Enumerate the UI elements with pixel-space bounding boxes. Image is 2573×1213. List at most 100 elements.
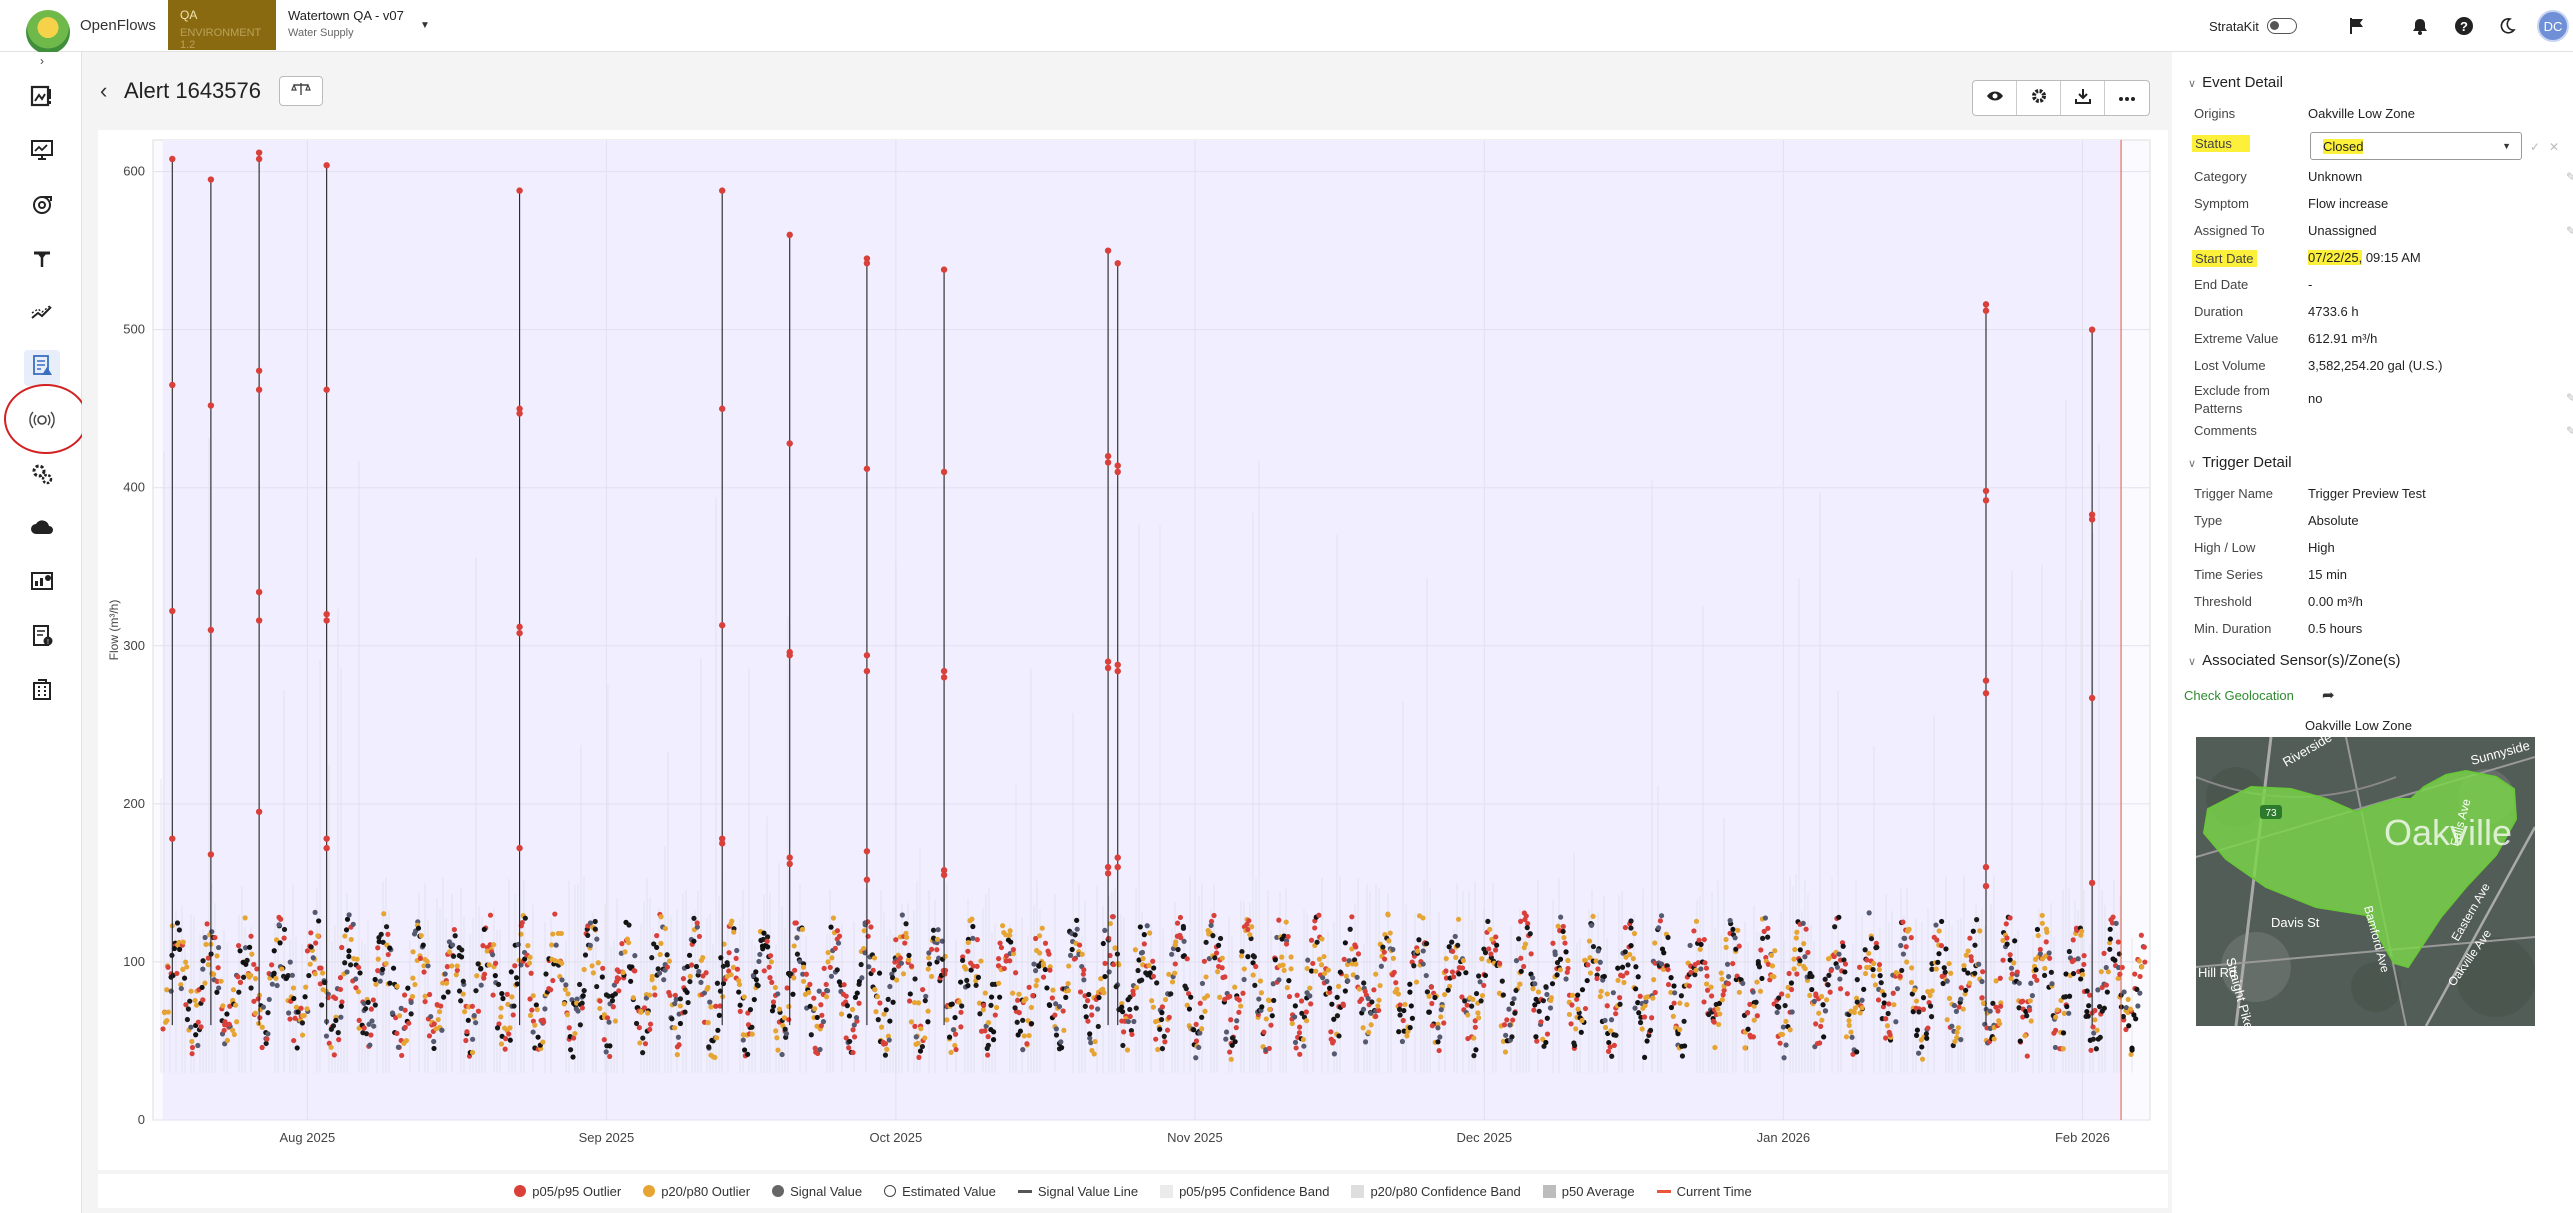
- signal-point: [1036, 933, 1043, 939]
- signal-point: [1881, 992, 1887, 998]
- dark-mode-icon[interactable]: [2495, 14, 2519, 38]
- legend-item[interactable]: Estimated Value: [884, 1184, 996, 1199]
- cancel-x-icon[interactable]: ✕: [2549, 140, 2560, 154]
- signal-point: [1340, 1001, 1346, 1007]
- balance-scale-button[interactable]: [279, 76, 323, 106]
- signal-point: [1925, 988, 1931, 995]
- signal-point: [970, 935, 976, 941]
- chart-settings-button[interactable]: [2017, 81, 2061, 115]
- expand-sidebar-icon[interactable]: ›: [40, 54, 44, 68]
- signal-point: [380, 966, 386, 973]
- signal-point: [779, 1051, 785, 1058]
- signal-point: [736, 977, 742, 984]
- signal-point: [887, 983, 893, 990]
- edit-pencil-icon[interactable]: ✎: [2566, 170, 2573, 184]
- signal-point: [808, 1032, 814, 1038]
- chart-toolbar: [1972, 80, 2150, 116]
- signal-point: [1129, 1031, 1135, 1038]
- sidebar-item-sensors[interactable]: [24, 404, 60, 440]
- user-avatar[interactable]: DC: [2537, 9, 2569, 43]
- download-button[interactable]: [2061, 81, 2105, 115]
- signal-point: [1836, 914, 1842, 920]
- legend-item[interactable]: p50 Average: [1542, 1184, 1635, 1199]
- outlier-point: [863, 667, 871, 675]
- status-select[interactable]: Closed ▼: [2310, 132, 2522, 160]
- trigger-detail-header[interactable]: ∨ Trigger Detail: [2188, 454, 2292, 471]
- signal-point: [375, 968, 381, 974]
- edit-pencil-icon[interactable]: ✎: [2566, 224, 2573, 238]
- signal-point: [1449, 969, 1456, 975]
- edit-pencil-icon[interactable]: ✎: [2566, 391, 2573, 405]
- signal-point: [2060, 1046, 2066, 1052]
- category-row: Category Unknown ✎: [2194, 166, 2573, 188]
- signal-point: [1606, 1039, 1612, 1046]
- back-chevron-icon[interactable]: ‹: [100, 78, 108, 103]
- legend-marker: [1542, 1184, 1556, 1198]
- signal-point: [1312, 925, 1318, 931]
- sidebar-item-pumps[interactable]: [24, 188, 60, 224]
- signal-point: [335, 1030, 341, 1036]
- signal-point: [890, 999, 896, 1005]
- outlier-point: [516, 623, 523, 631]
- confirm-check-icon[interactable]: ✓: [2530, 140, 2541, 154]
- legend-item[interactable]: p20/p80 Confidence Band: [1351, 1184, 1521, 1199]
- sidebar-item-monitor[interactable]: [24, 134, 60, 170]
- signal-point: [1535, 989, 1542, 995]
- signal-point: [1628, 918, 1634, 924]
- signal-point: [1511, 996, 1517, 1002]
- sidebar-item-reports[interactable]: !: [24, 620, 60, 656]
- signal-point: [925, 1019, 931, 1025]
- signal-point: [823, 994, 830, 1000]
- edit-pencil-icon[interactable]: ✎: [2566, 424, 2573, 438]
- event-detail-header[interactable]: ∨ Event Detail: [2188, 74, 2283, 91]
- sidebar-item-trends[interactable]: [24, 296, 60, 332]
- legend-item[interactable]: Signal Value Line: [1017, 1184, 1138, 1199]
- signal-point: [1488, 951, 1494, 957]
- share-icon[interactable]: ➦: [2322, 687, 2335, 704]
- signal-point: [1373, 971, 1379, 977]
- sidebar-item-facilities[interactable]: [24, 674, 60, 710]
- signal-point: [165, 964, 171, 970]
- signal-point: [1416, 937, 1422, 943]
- legend-item[interactable]: Signal Value: [772, 1184, 862, 1199]
- signal-point: [1564, 969, 1570, 975]
- signal-point: [263, 1040, 269, 1047]
- stratakit-toggle[interactable]: [2266, 18, 2297, 34]
- signal-point: [1794, 929, 1800, 935]
- signal-point: [1297, 1024, 1303, 1030]
- associated-header[interactable]: ∨ Associated Sensor(s)/Zone(s): [2188, 652, 2400, 669]
- signal-point: [1455, 942, 1461, 948]
- legend-item[interactable]: p05/p95 Outlier: [514, 1184, 621, 1199]
- signal-point: [1672, 990, 1678, 996]
- signal-point: [195, 1019, 201, 1025]
- signal-point: [1721, 987, 1727, 993]
- more-options-button[interactable]: [2105, 81, 2149, 115]
- legend-item[interactable]: Current Time: [1656, 1184, 1752, 1199]
- signal-point: [1857, 964, 1863, 970]
- openflows-logo[interactable]: [26, 10, 70, 54]
- help-icon[interactable]: ?: [2452, 14, 2476, 38]
- signal-point: [342, 960, 348, 966]
- signal-point: [371, 1023, 377, 1029]
- project-selector[interactable]: Watertown QA - v07 Water Supply ▼: [288, 8, 430, 39]
- outlier-point: [1982, 690, 1990, 697]
- flow-chart[interactable]: 0 100 200 300 400 500 600 Aug 2025 Sep 2025 Oct 2…: [98, 130, 2168, 1170]
- signal-point: [708, 1004, 714, 1010]
- sidebar-item-alerts[interactable]: [24, 350, 60, 386]
- sidebar-item-map-alerts[interactable]: [24, 80, 60, 116]
- zone-map[interactable]: Oakville Riverside St Davis St Straight …: [2196, 737, 2535, 1026]
- signal-point: [509, 994, 515, 1000]
- flag-icon[interactable]: [2345, 14, 2369, 38]
- visibility-button[interactable]: [1973, 81, 2017, 115]
- signal-point: [2070, 937, 2076, 943]
- legend-item[interactable]: p05/p95 Confidence Band: [1160, 1184, 1329, 1199]
- sidebar-item-dashboard[interactable]: [24, 566, 60, 602]
- sidebar-item-hydrants[interactable]: [24, 242, 60, 278]
- sidebar-item-settings[interactable]: [24, 458, 60, 494]
- bell-icon[interactable]: [2408, 14, 2432, 38]
- sidebar-item-cloud[interactable]: [24, 512, 60, 548]
- legend-item[interactable]: p20/p80 Outlier: [643, 1184, 750, 1199]
- signal-point: [1308, 1001, 1314, 1007]
- check-geolocation-link[interactable]: Check Geolocation: [2184, 688, 2294, 703]
